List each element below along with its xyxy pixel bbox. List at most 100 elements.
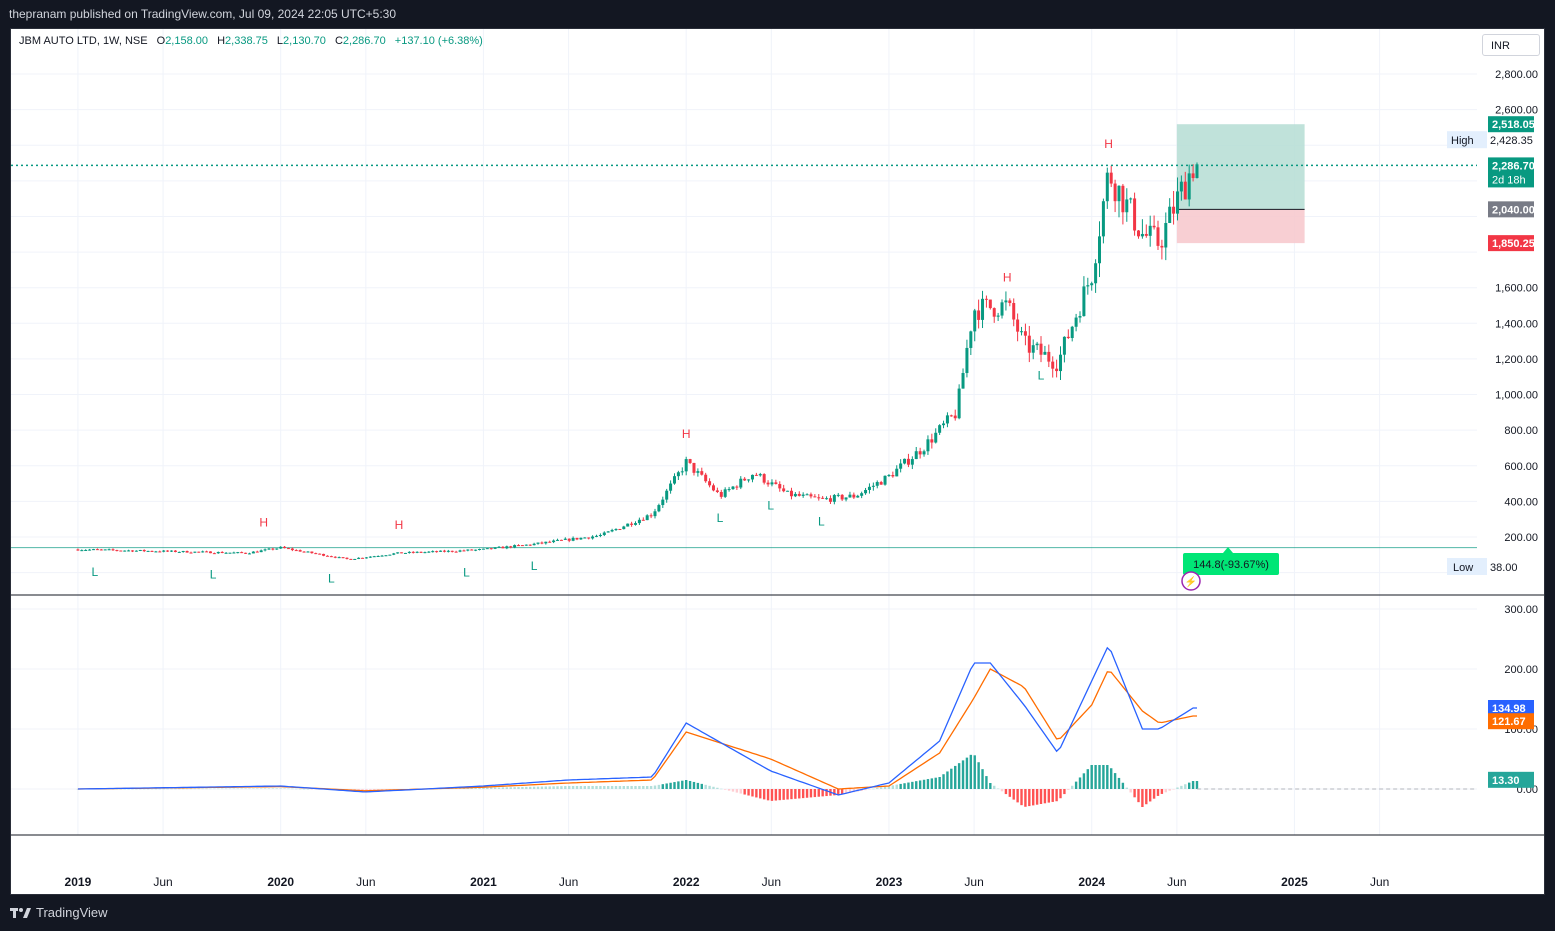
histogram-bar — [571, 786, 575, 789]
candle-body — [602, 532, 606, 536]
candle-body — [1078, 316, 1082, 318]
candle — [349, 558, 353, 560]
histogram-bar — [638, 786, 641, 789]
candle-body — [918, 451, 922, 455]
candle — [251, 551, 255, 554]
candle — [361, 557, 365, 559]
candle-body — [1070, 326, 1074, 339]
tradingview-logo[interactable]: TradingView — [10, 905, 108, 920]
candle — [166, 550, 170, 552]
histogram-bar — [809, 789, 813, 798]
candle — [579, 537, 583, 540]
histogram-bar — [509, 787, 512, 789]
time-tick: Jun — [762, 875, 781, 889]
candle — [306, 551, 310, 553]
candle — [388, 554, 392, 556]
candle — [1023, 323, 1027, 346]
histogram-bar — [1032, 789, 1035, 806]
candle-body — [240, 552, 244, 554]
histogram-bar — [466, 788, 470, 789]
low-label: L — [276, 35, 284, 47]
histogram-bar — [486, 787, 489, 789]
histogram-bar — [1102, 765, 1105, 789]
histogram-bar — [240, 788, 243, 790]
candle-body — [205, 551, 209, 553]
histogram-bar — [458, 788, 462, 789]
candle — [150, 550, 154, 552]
candle — [926, 435, 930, 455]
candle — [142, 549, 146, 553]
histogram-bar — [876, 788, 879, 789]
candle-body — [255, 551, 259, 553]
histogram-bar — [181, 788, 185, 790]
candle-body — [875, 482, 879, 486]
candle — [263, 548, 267, 552]
candle — [1035, 341, 1039, 350]
candle — [715, 487, 719, 494]
candle — [727, 486, 731, 492]
candle — [501, 546, 505, 549]
histogram-bar — [1074, 781, 1078, 789]
price-tick: 400.00 — [1504, 496, 1538, 508]
time-tick: 2025 — [1281, 875, 1308, 889]
candle-body — [372, 556, 376, 558]
candle — [1039, 336, 1043, 363]
candle-body — [201, 551, 205, 553]
price-tick: 1,000.00 — [1495, 390, 1538, 402]
swing-label-H: H — [1003, 271, 1012, 285]
candle — [1012, 298, 1016, 327]
histogram-bar — [1051, 789, 1054, 802]
candle — [201, 550, 205, 553]
candle — [1078, 311, 1082, 323]
candle — [119, 550, 123, 552]
histogram-bar — [310, 789, 314, 790]
candle-body — [641, 519, 645, 521]
close-label: C — [334, 35, 343, 47]
histogram-bar — [934, 777, 937, 789]
candle — [275, 548, 279, 550]
candle-body — [887, 475, 891, 477]
target-price-tag-text: 2,518.05 — [1492, 119, 1535, 131]
candle — [177, 551, 181, 553]
candle-body — [1055, 368, 1059, 372]
histogram-bar — [661, 784, 664, 789]
swing-label-L: L — [1038, 369, 1045, 383]
candle — [364, 557, 368, 559]
price-tick: 2,600.00 — [1495, 105, 1538, 117]
candle — [821, 495, 825, 500]
candle — [481, 548, 485, 550]
histogram-bar — [298, 788, 302, 790]
candle-body — [169, 550, 173, 552]
histogram-bar — [762, 789, 766, 800]
candle-body — [661, 499, 665, 506]
histogram-bar — [899, 783, 902, 789]
chart-canvas[interactable]: L L H L H L L H L L L H L H 144.8(-93.67%) ⚡ 2,800.00 2,6… — [11, 29, 1545, 895]
candle-body — [505, 546, 509, 549]
candle-body — [271, 548, 275, 550]
histogram-bar — [1012, 789, 1015, 800]
candle — [786, 490, 790, 492]
measure-pointer — [1223, 547, 1233, 553]
candle-body — [692, 462, 696, 473]
histogram-bar — [677, 781, 680, 789]
candle-body — [232, 552, 236, 554]
candle — [984, 295, 988, 308]
candle-body — [1136, 230, 1140, 237]
candle-body — [123, 550, 127, 552]
histogram-bar — [1094, 765, 1097, 789]
currency-button[interactable]: INR — [1482, 34, 1540, 56]
chart-frame[interactable]: L L H L H L L H L L L H L H 144.8(-93.67%) ⚡ 2,800.00 2,6… — [10, 28, 1545, 895]
candle — [743, 477, 747, 481]
candle — [95, 548, 99, 551]
swing-label-L: L — [767, 499, 774, 513]
candle-body — [1164, 222, 1168, 248]
candle — [1187, 164, 1191, 207]
candle-body — [552, 540, 556, 543]
candle-body — [992, 308, 996, 317]
candle-body — [310, 551, 314, 554]
candle-body — [92, 549, 96, 551]
candle — [875, 480, 879, 489]
candle-body — [1090, 283, 1094, 286]
candle — [1117, 185, 1121, 218]
histogram-bar — [1191, 781, 1195, 789]
